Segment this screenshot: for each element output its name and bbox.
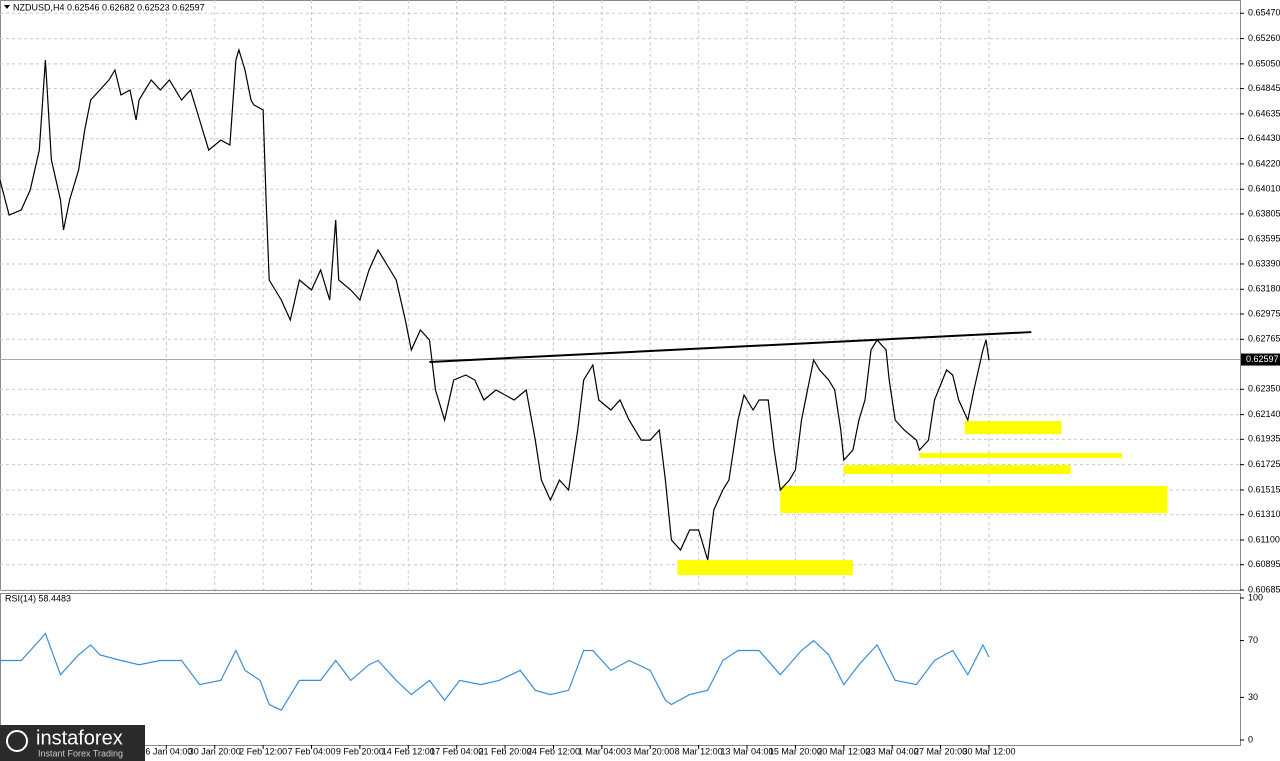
y-tick-label: 0.61515: [1248, 484, 1280, 494]
x-tick-label: 21 Feb 20:00: [479, 746, 532, 756]
x-tick-label: 24 Feb 12:00: [527, 746, 580, 756]
x-tick-label: 26 Jan 04:00: [140, 746, 192, 756]
y-tick-label: 0.60685: [1248, 584, 1280, 594]
watermark-icon: [6, 730, 28, 752]
y-tick-label: 0.62765: [1248, 334, 1280, 344]
y-tick-label: 0.62140: [1248, 409, 1280, 419]
rsi-panel: [0, 593, 1241, 746]
watermark: instaforex Instant Forex Trading: [0, 725, 145, 761]
x-tick-label: 8 Mar 12:00: [675, 746, 723, 756]
zone: [677, 559, 853, 576]
x-tick-label: 3 Mar 20:00: [626, 746, 674, 756]
x-tick-label: 2 Feb 12:00: [239, 746, 287, 756]
watermark-name: instaforex: [36, 727, 123, 749]
price-line: [0, 632, 990, 711]
x-tick-label: 20 Mar 12:00: [817, 746, 870, 756]
y-tick-label: 0.61725: [1248, 459, 1280, 469]
zone: [780, 485, 1168, 513]
y-tick-label: 0.61100: [1248, 534, 1280, 544]
last-price-label: 0.62597: [1246, 354, 1279, 364]
zone: [843, 465, 1071, 475]
rsi-title: RSI(14) 58.4483: [5, 593, 71, 603]
x-tick-label: 7 Feb 04:00: [287, 746, 335, 756]
x-tick-label: 27 Mar 20:00: [914, 746, 967, 756]
x-tick-label: 30 Jan 20:00: [189, 746, 241, 756]
y-tick-label: 0.62975: [1248, 308, 1280, 318]
x-tick-label: 9 Feb 20:00: [336, 746, 384, 756]
y-tick-label: 0.60895: [1248, 559, 1280, 569]
y-tick-label: 0.64220: [1248, 158, 1280, 168]
y-tick-label: 0.64010: [1248, 184, 1280, 194]
y-tick-label: 0.64430: [1248, 133, 1280, 143]
y-tick-label: 0.62350: [1248, 384, 1280, 394]
title-marker: [4, 5, 10, 9]
x-tick-label: 13 Mar 04:00: [721, 746, 774, 756]
x-tick-label: 15 Mar 20:00: [769, 746, 822, 756]
y-tick-label: 0.64635: [1248, 108, 1280, 118]
zone: [964, 421, 1062, 435]
price-line: [0, 47, 990, 561]
x-tick-label: 30 Mar 12:00: [962, 746, 1015, 756]
x-tick-label: 17 Feb 04:00: [430, 746, 483, 756]
y-tick-label: 100: [1248, 592, 1263, 602]
y-tick-label: 0.64845: [1248, 83, 1280, 93]
y-tick-label: 0.65050: [1248, 58, 1280, 68]
y-tick-label: 0.63180: [1248, 284, 1280, 294]
y-tick-label: 70: [1248, 635, 1258, 645]
y-tick-label: 30: [1248, 692, 1258, 702]
watermark-box: [0, 725, 145, 761]
zone: [919, 453, 1123, 459]
y-tick-label: 0.63595: [1248, 234, 1280, 244]
y-tick-label: 0.65470: [1248, 8, 1280, 18]
watermark-tagline: Instant Forex Trading: [38, 748, 123, 758]
x-tick-label: 1 Mar 04:00: [578, 746, 626, 756]
y-tick-label: 0.63390: [1248, 258, 1280, 268]
chart-title: NZDUSD,H4 0.62546 0.62682 0.62523 0.6259…: [13, 2, 205, 12]
x-tick-label: 14 Feb 12:00: [382, 746, 435, 756]
last-price-box: [1241, 353, 1280, 366]
y-tick-label: 0.61935: [1248, 434, 1280, 444]
y-tick-label: 0.61310: [1248, 509, 1280, 519]
x-tick-label: 23 Mar 04:00: [866, 746, 919, 756]
y-tick-label: 0.65260: [1248, 33, 1280, 43]
y-tick-label: 0.63805: [1248, 208, 1280, 218]
trendline: [429, 331, 1032, 363]
y-tick-label: 0: [1248, 734, 1253, 744]
